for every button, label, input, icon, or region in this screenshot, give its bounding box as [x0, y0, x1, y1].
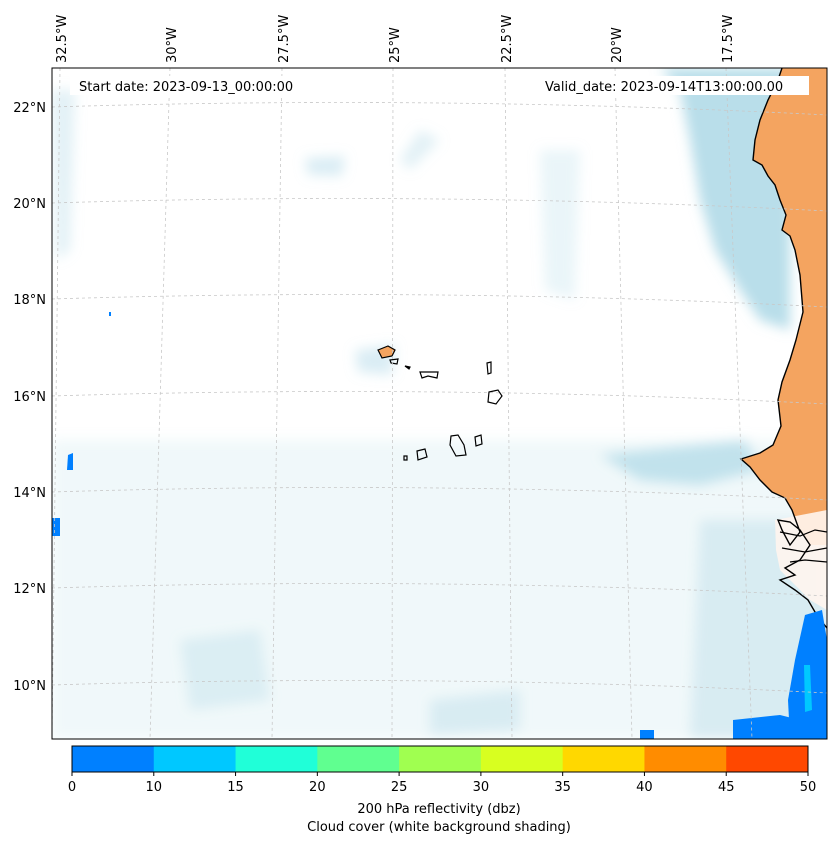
colorbar-frame: [71, 745, 809, 773]
latitude-label: 12°N: [13, 582, 46, 597]
island-sao-vicente: [389, 358, 399, 365]
reflectivity-patches: [52, 312, 827, 739]
colorbar-label-line2: Cloud cover (white background shading): [307, 820, 571, 835]
longitude-label: 27.5°W: [277, 15, 292, 63]
reflectivity-patch: [67, 453, 73, 470]
start-date-box: [70, 76, 372, 95]
meridian-line: [614, 68, 633, 739]
meridian-line: [149, 68, 171, 739]
longitude-labels: 32.5°W 30°W 27.5°W 25°W 22.5°W 20°W 17.5°W: [55, 15, 736, 63]
longitude-label: 25°W: [388, 27, 403, 63]
island-fogo: [416, 448, 428, 461]
colorbar-tick-label: 20: [309, 780, 326, 795]
map-frame: [51, 67, 828, 740]
colorbar-segment: [317, 746, 400, 772]
colorbar-segment: [72, 746, 155, 772]
latitude-label: 22°N: [13, 101, 46, 116]
island-brava: [403, 455, 408, 461]
island-santiago: [449, 434, 467, 457]
colorbar-segment: [644, 746, 727, 772]
meridian-line: [52, 68, 61, 739]
island-maio: [474, 434, 483, 447]
parallel-line: [52, 294, 827, 308]
parallel-line: [52, 680, 827, 694]
land-africa: [741, 68, 827, 545]
reflectivity-patch: [52, 518, 60, 536]
colorbar-segment: [235, 746, 318, 772]
longitude-label: 30°W: [165, 27, 180, 63]
longitude-label: 17.5°W: [721, 15, 736, 63]
colorbar-tick-label: 15: [227, 780, 244, 795]
colorbar-tick-label: 30: [473, 780, 490, 795]
parallel-line: [52, 102, 827, 116]
parallel-line: [52, 391, 827, 405]
longitude-label: 32.5°W: [55, 15, 70, 63]
coastline-africa: [739, 68, 827, 629]
meridian-line: [725, 68, 753, 739]
gridlines: [52, 68, 827, 739]
cape-verde-islands: [377, 345, 503, 461]
start-date-label: Start date: 2023-09-13_00:00:00: [79, 80, 293, 95]
colorbar-tick-label: 35: [554, 780, 571, 795]
latitude-label: 18°N: [13, 293, 46, 308]
island-boa-vista: [487, 389, 503, 405]
colorbar-segment: [726, 746, 809, 772]
meridian-line: [271, 68, 283, 739]
latitude-label: 10°N: [13, 679, 46, 694]
latitude-label: 20°N: [13, 197, 46, 212]
parallel-line: [52, 487, 827, 501]
latitude-label: 14°N: [13, 486, 46, 501]
colorbar-segment: [562, 746, 645, 772]
cloud-cover: [52, 68, 827, 739]
valid-date-label: Valid_date: 2023-09-14T13:00:00.00: [545, 80, 783, 95]
meridian-line: [391, 68, 394, 739]
valid-date-box: [538, 76, 809, 95]
island-santo-antao: [377, 345, 396, 359]
meridian-line: [504, 68, 513, 739]
latitude-labels: 22°N 20°N 18°N 16°N 14°N 12°N 10°N: [13, 101, 46, 694]
colorbar-tick-label: 45: [718, 780, 735, 795]
colorbar-tick-label: 40: [636, 780, 653, 795]
coastline-gambia: [779, 529, 827, 563]
map-content: [52, 68, 827, 739]
colorbar-label-line1: 200 hPa reflectivity (dbz): [357, 802, 520, 817]
colorbar-tick-label: 10: [146, 780, 163, 795]
colorbar-segment: [480, 746, 564, 772]
island-sal: [486, 361, 492, 375]
reflectivity-patch-high: [804, 665, 812, 712]
island-santa-luzia: [404, 365, 411, 370]
reflectivity-patch: [640, 730, 654, 739]
colorbar-tick-label: 25: [391, 780, 408, 795]
colorbar-segment: [153, 746, 237, 772]
colorbar-tick-label: 50: [800, 780, 817, 795]
reflectivity-patch: [109, 312, 111, 316]
longitude-label: 22.5°W: [500, 15, 515, 63]
longitude-label: 20°W: [610, 27, 625, 63]
parallel-line: [52, 198, 827, 212]
island-sao-nicolau: [419, 371, 439, 379]
parallel-line: [52, 583, 827, 597]
colorbar-tick-label: 0: [68, 780, 76, 795]
reflectivity-patch: [733, 715, 800, 739]
latitude-label: 16°N: [13, 390, 46, 405]
colorbar: 0 10 15 20 25 30 35 40 45 50: [68, 745, 817, 795]
colorbar-segment: [399, 746, 482, 772]
